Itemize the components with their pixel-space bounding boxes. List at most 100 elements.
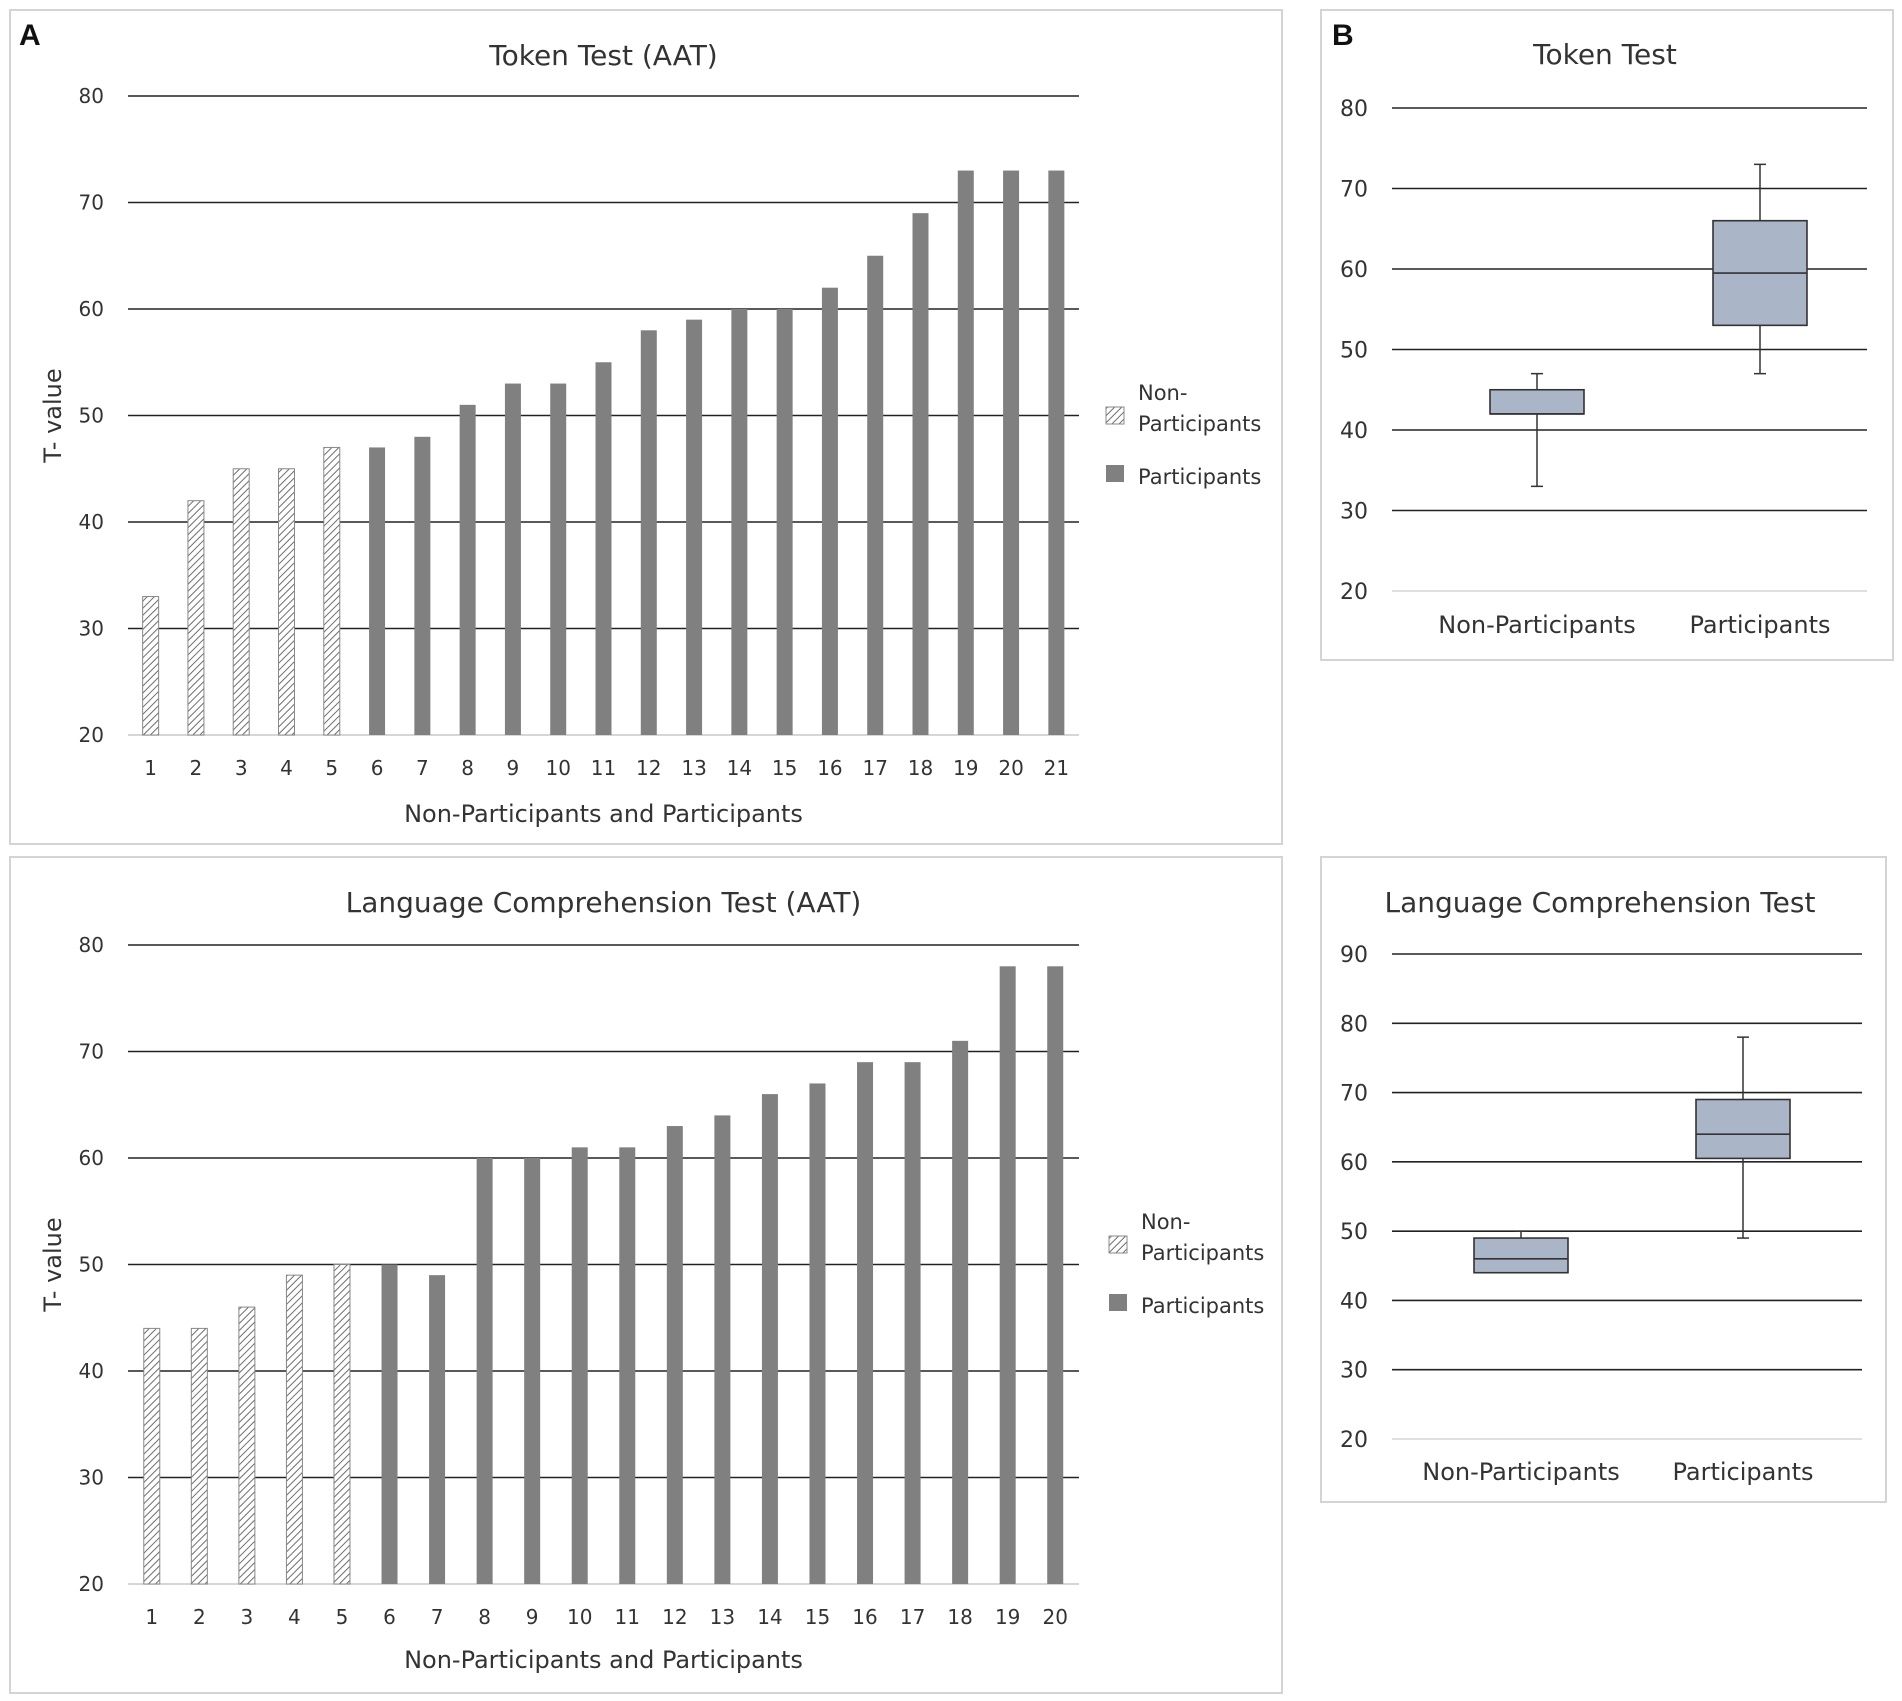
x-tick-label: 10 [545,756,570,780]
x-tick-label: 20 [1042,1605,1067,1629]
legend-label-non-participants-line2: Participants [1141,1241,1264,1265]
y-tick-label: 70 [1340,1082,1368,1107]
y-axis-label: T- value [39,1217,67,1312]
y-tick-label: 30 [1340,500,1368,525]
bar-15 [809,1083,826,1584]
chart-title: Language Comprehension Test [1385,886,1816,919]
y-tick-label: 40 [79,510,104,534]
token-box-chart: Token Test 20 30 40 50 60 70 80 Non-Participants… [1340,38,1867,639]
bar-9 [524,1158,541,1584]
x-tick-label: 17 [900,1605,925,1629]
x-tick-label: 12 [636,756,661,780]
y-tick-label: 40 [1340,1289,1368,1314]
y-tick-label: 80 [1340,1012,1368,1037]
x-axis-label: Non-Participants and Participants [404,800,803,828]
token-box-panel: B Token Test 20 30 40 50 60 70 80 Non-Participan… [1320,9,1894,661]
x-tick-label: 4 [280,756,293,780]
x-tick-label: 11 [615,1605,640,1629]
y-tick-label: 30 [1340,1359,1368,1384]
box-Non-Participants [1489,388,1585,415]
legend-swatch-participants [1106,465,1124,482]
x-tick-label: 3 [241,1605,254,1629]
y-tick-label: 80 [79,84,104,108]
bar-4 [278,468,295,736]
x-category-label: Non-Participants [1422,1458,1619,1486]
bar-20 [1003,170,1020,736]
y-tick-label: 50 [79,404,104,428]
x-tick-label: 19 [953,756,978,780]
chart-title: Token Test (AAT) [488,39,717,72]
x-tick-label: 16 [852,1605,877,1629]
bar-10 [571,1147,588,1584]
x-tick-label: 7 [416,756,429,780]
y-tick-label: 30 [79,617,104,641]
y-tick-label: 90 [1340,943,1368,968]
bar-5 [333,1264,351,1585]
x-tick-label: 4 [288,1605,301,1629]
bar-16 [857,1062,874,1584]
y-tick-label: 20 [1340,580,1368,605]
y-tick-label: 80 [79,933,104,957]
x-tick-label: 11 [591,756,616,780]
x-tick-label: 7 [431,1605,444,1629]
bar-15 [776,309,793,735]
x-tick-label: 2 [193,1605,206,1629]
x-tick-label: 15 [805,1605,830,1629]
x-axis-label: Non-Participants and Participants [404,1646,803,1674]
bar-18 [952,1040,969,1584]
bar-8 [476,1158,493,1584]
bar-5 [323,446,341,736]
bar-7 [414,436,431,735]
bar-13 [714,1115,731,1584]
y-tick-label: 20 [79,723,104,747]
x-tick-label: 17 [862,756,887,780]
legend-label-participants: Participants [1138,465,1261,489]
x-tick-label: 9 [526,1605,539,1629]
y-tick-label: 60 [1340,258,1368,283]
x-tick-label: 14 [757,1605,782,1629]
bar-18 [912,213,929,735]
x-tick-label: 1 [145,1605,158,1629]
x-category-label: Participants [1673,1458,1814,1486]
bar-13 [686,319,703,735]
bar-3 [238,1306,256,1585]
bar-7 [429,1275,446,1584]
x-category-label: Non-Participants [1438,611,1635,639]
legend-swatch-non-participants [1108,1235,1128,1254]
bar-17 [904,1062,921,1584]
y-tick-label: 60 [79,297,104,321]
box-Participants [1695,1098,1791,1160]
x-tick-label: 13 [681,756,706,780]
panel-label-b: B [1332,19,1354,52]
x-tick-label: 8 [461,756,474,780]
y-tick-label: 50 [1340,339,1368,364]
bar-2 [190,1327,208,1585]
bar-19 [999,966,1016,1584]
x-tick-label: 16 [817,756,842,780]
lang-box-panel: Language Comprehension Test 20 30 40 50 60 70 8… [1320,856,1887,1503]
legend-swatch-non-participants [1105,406,1125,425]
lang-bar-panel: Language Comprehension Test (AAT) 20 30 40 5… [9,856,1283,1694]
y-tick-label: 60 [79,1146,104,1170]
x-tick-label: 12 [662,1605,687,1629]
bar-16 [821,287,838,735]
x-tick-label: 18 [908,756,933,780]
bar-4 [285,1274,303,1585]
x-tick-label: 19 [995,1605,1020,1629]
y-tick-label: 70 [1340,178,1368,203]
bar-11 [595,362,612,735]
y-tick-label: 60 [1340,1151,1368,1176]
bar-1 [143,1327,161,1585]
chart-title: Language Comprehension Test (AAT) [346,886,862,919]
bar-2 [187,500,205,736]
y-tick-label: 40 [79,1359,104,1383]
lang-bar-chart: Language Comprehension Test (AAT) 20 30 40 5… [39,886,1264,1674]
bar-21 [1048,170,1065,736]
box-Non-Participants [1473,1237,1569,1274]
legend-label-participants: Participants [1141,1294,1264,1318]
bar-14 [731,309,748,735]
token-bar-panel: A Token Test (AAT) 20 30 40 50 60 70 80 1 2 3 4 5 6 7 8… [9,9,1283,845]
bar-20 [1047,966,1064,1584]
bar-17 [867,255,884,735]
